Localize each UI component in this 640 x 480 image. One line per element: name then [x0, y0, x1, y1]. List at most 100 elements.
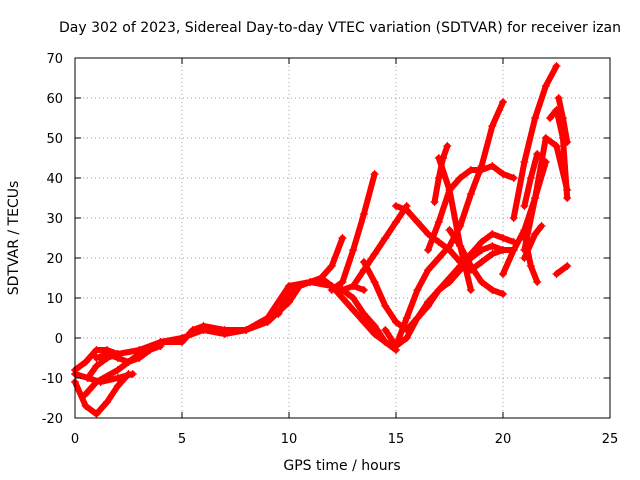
data-point [338, 286, 347, 294]
data-point [424, 246, 433, 254]
x-tick-label: 25 [602, 432, 619, 447]
data-point [499, 270, 507, 278]
chart-title: Day 302 of 2023, Sidereal Day-to-day VTE… [59, 20, 621, 36]
data-point [541, 134, 550, 142]
data-point [434, 254, 443, 262]
data-point [537, 222, 546, 230]
x-tick-label: 20 [495, 432, 512, 447]
data-point [552, 62, 561, 70]
data-point [103, 350, 112, 358]
data-point [349, 282, 358, 290]
series-line [393, 203, 517, 273]
data-point [413, 218, 422, 226]
data-point [370, 322, 379, 330]
series-track-25 [546, 106, 572, 202]
series-line [431, 143, 451, 205]
data-point [156, 342, 165, 350]
data-point [113, 354, 122, 362]
data-point [466, 166, 475, 174]
y-tick-label: 40 [46, 172, 63, 187]
data-point [242, 326, 251, 334]
data-point [430, 198, 439, 206]
data-point [499, 234, 507, 242]
data-point [381, 326, 390, 334]
data-point [563, 138, 572, 146]
data-point [563, 194, 572, 202]
data-point [509, 174, 518, 182]
series-track-1 [71, 370, 133, 418]
y-tick-label: 30 [46, 212, 63, 227]
y-tick-label: 70 [46, 52, 63, 67]
data-point [349, 246, 358, 254]
series-line [382, 99, 506, 349]
data-point [456, 242, 465, 250]
data-point [92, 354, 101, 362]
data-point [402, 206, 411, 214]
y-axis-label: SDTVAR / TECUs [6, 181, 22, 296]
data-point [552, 270, 561, 278]
data-point [370, 170, 379, 178]
plot-frame [74, 57, 611, 419]
data-point [520, 158, 529, 166]
data-point [392, 318, 400, 326]
data-point [499, 170, 507, 178]
data-point [533, 150, 542, 158]
data-point [128, 370, 137, 378]
data-point [178, 334, 186, 342]
data-point [338, 294, 347, 302]
series-track-26 [554, 94, 572, 146]
data-point [541, 82, 550, 90]
data-point [488, 286, 497, 294]
data-point [392, 218, 400, 226]
series-line [307, 235, 346, 285]
series-line [547, 107, 571, 201]
data-point [563, 262, 572, 270]
data-point [509, 246, 518, 254]
data-point [370, 278, 379, 286]
data-point [381, 302, 390, 310]
series-track-6 [92, 342, 165, 366]
data-point [81, 358, 90, 366]
series-track-20 [509, 62, 561, 222]
data-point [381, 234, 390, 242]
data-point [295, 282, 304, 290]
y-tick-label: 60 [46, 92, 63, 107]
data-point [92, 410, 101, 418]
data-point [526, 174, 535, 182]
series-track-24 [520, 230, 542, 286]
data-point [135, 354, 144, 362]
data-point [424, 298, 433, 306]
data-point [526, 262, 535, 270]
data-point [554, 94, 563, 102]
data-point [359, 286, 368, 294]
data-point [477, 166, 486, 174]
data-point [220, 330, 229, 338]
series-line [339, 287, 399, 353]
y-tick-label: 20 [46, 252, 63, 267]
data-point [92, 378, 101, 386]
data-point [445, 186, 454, 194]
data-point [113, 382, 122, 390]
series-line [72, 371, 132, 417]
data-point [466, 286, 475, 294]
data-point [466, 262, 475, 270]
data-point [359, 318, 368, 326]
data-point [509, 214, 518, 222]
data-point [338, 234, 347, 242]
data-point [274, 310, 283, 318]
data-point [434, 238, 443, 246]
data-point [439, 154, 448, 162]
data-point [199, 326, 208, 334]
data-point [546, 114, 555, 122]
y-tick-label: 0 [55, 332, 63, 347]
data-point [488, 122, 497, 130]
data-point [285, 290, 293, 298]
data-point [113, 374, 122, 382]
data-point [445, 278, 454, 286]
series-line [350, 203, 410, 289]
data-point [531, 114, 540, 122]
data-point [392, 202, 400, 210]
series-line [446, 227, 506, 297]
